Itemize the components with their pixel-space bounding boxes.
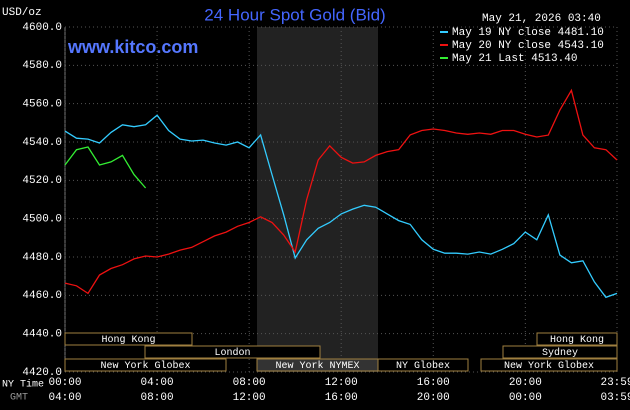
x-tick-label: 16:00 bbox=[417, 377, 450, 389]
x-tick-label: 00:00 bbox=[48, 377, 81, 389]
x-axis-label: NY Time bbox=[2, 379, 44, 391]
session-bar bbox=[377, 358, 469, 372]
y-tick-label: 4440.0 bbox=[22, 329, 62, 341]
y-tick-label: 4580.0 bbox=[22, 60, 62, 72]
chart-title: 24 Hour Spot Gold (Bid) bbox=[204, 5, 385, 24]
price-line bbox=[64, 146, 147, 189]
legend-label: May 21 Last 4513.40 bbox=[452, 53, 577, 65]
gmt-tick-label: 03:59 bbox=[600, 392, 630, 404]
session-label: New York Globex bbox=[100, 360, 190, 372]
gmt-tick-label: 12:00 bbox=[233, 392, 266, 404]
y-tick-label: 4600.0 bbox=[22, 22, 62, 34]
gmt-tick-label: 08:00 bbox=[141, 392, 174, 404]
y-tick-label: 4520.0 bbox=[22, 175, 62, 187]
legend-label: May 19 NY close 4481.10 bbox=[452, 27, 604, 39]
gmt-tick-label: 16:00 bbox=[325, 392, 358, 404]
price-line bbox=[64, 114, 618, 299]
session-bar bbox=[536, 332, 618, 346]
x-tick-label: 20:00 bbox=[509, 377, 542, 389]
x-tick-label: 08:00 bbox=[233, 377, 266, 389]
watermark: www.kitco.com bbox=[67, 37, 198, 57]
legend-label: May 20 NY close 4543.10 bbox=[452, 40, 604, 52]
y-tick-label: 4500.0 bbox=[22, 214, 62, 226]
session-label: NY Globex bbox=[396, 360, 450, 372]
session-bar bbox=[64, 358, 227, 372]
timestamp: May 21, 2026 03:40 bbox=[482, 13, 601, 25]
y-tick-label: 4420.0 bbox=[22, 367, 62, 379]
session-bar bbox=[480, 358, 618, 372]
session-label: London bbox=[214, 347, 250, 359]
session-bar bbox=[144, 345, 321, 359]
session-label: New York NYMEX bbox=[275, 360, 359, 372]
session-label: Hong Kong bbox=[101, 335, 155, 346]
session-label: Sydney bbox=[542, 347, 578, 359]
y-tick-label: 4460.0 bbox=[22, 290, 62, 302]
y-tick-label: 4480.0 bbox=[22, 252, 62, 264]
y-tick-label: 4560.0 bbox=[22, 99, 62, 111]
x-tick-label: 04:00 bbox=[141, 377, 174, 389]
session-bar bbox=[64, 332, 193, 346]
nymex-shade bbox=[257, 27, 378, 372]
x-tick-label: 23:59 bbox=[600, 377, 630, 389]
x-tick-label: 12:00 bbox=[325, 377, 358, 389]
y-axis-label: USD/oz bbox=[2, 7, 42, 19]
session-bar bbox=[502, 345, 618, 359]
y-tick-label: 4540.0 bbox=[22, 137, 62, 149]
session-label: Hong Kong bbox=[550, 335, 604, 346]
gmt-tick-label: 00:00 bbox=[509, 392, 542, 404]
price-line bbox=[64, 88, 618, 295]
gmt-tick-label: 20:00 bbox=[417, 392, 450, 404]
gmt-tick-label: 04:00 bbox=[48, 392, 81, 404]
x2-axis-label: GMT bbox=[10, 393, 28, 404]
session-label: New York Globex bbox=[504, 360, 594, 372]
